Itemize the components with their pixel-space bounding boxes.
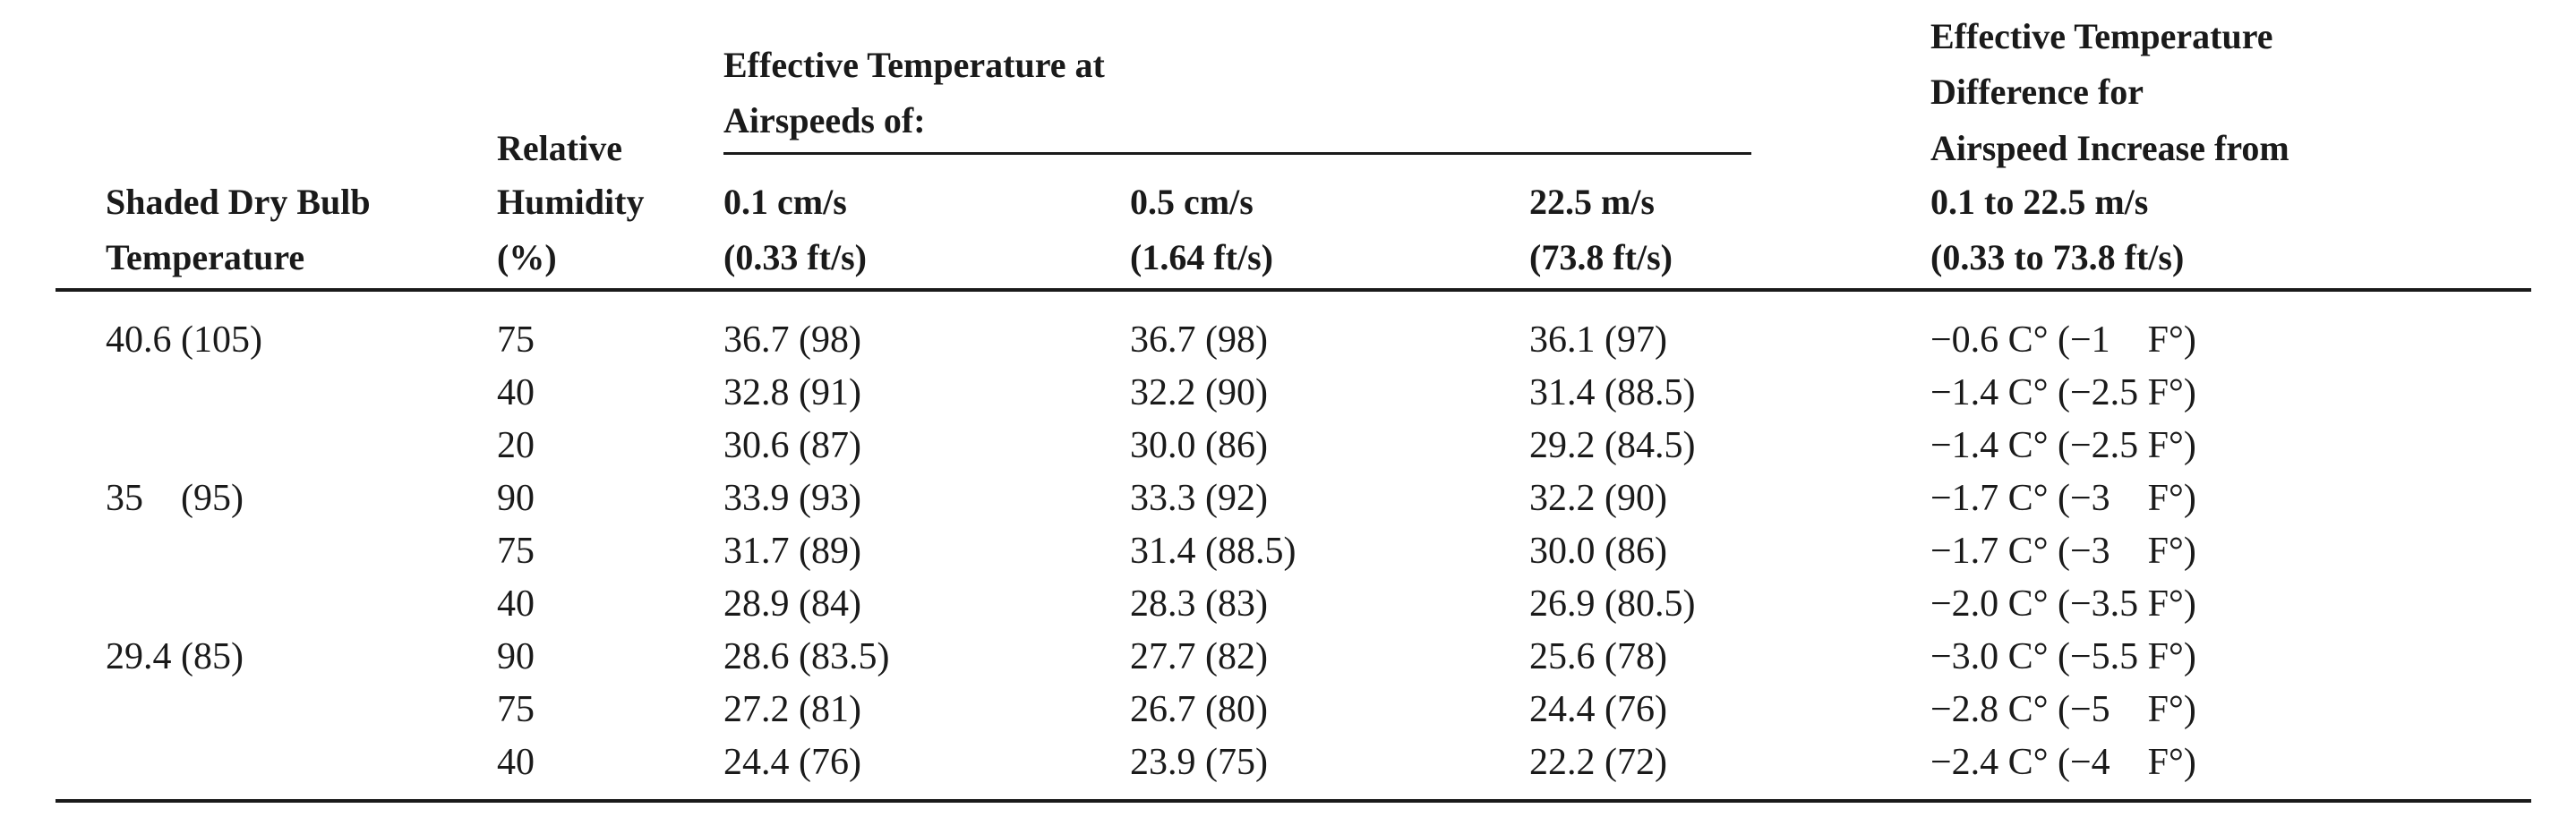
row-4-humidity: 90 (497, 478, 535, 519)
header-bottom-rule (56, 288, 2531, 292)
row-6-speed-3: 26.9 (80.5) (1529, 583, 1696, 625)
row-7-speed-2: 27.7 (82) (1130, 636, 1268, 677)
row-9-speed-1: 24.4 (76) (723, 742, 861, 783)
header-dry-bulb-line-2: Temperature (106, 237, 305, 277)
row-8-speed-2: 26.7 (80) (1130, 689, 1268, 730)
row-3-humidity: 20 (497, 425, 535, 466)
row-2-humidity: 40 (497, 372, 535, 413)
row-9-humidity: 40 (497, 742, 535, 783)
row-6-difference: −2.0 C° (−3.5 F°) (1930, 583, 2196, 625)
row-6-humidity: 40 (497, 583, 535, 625)
row-3-difference: −1.4 C° (−2.5 F°) (1930, 425, 2196, 466)
row-2-speed-3: 31.4 (88.5) (1529, 372, 1696, 413)
header-speed-3-line-1: 22.5 m/s (1529, 182, 1655, 222)
row-9-speed-2: 23.9 (75) (1130, 742, 1268, 783)
header-effective-temp-line-1: Effective Temperature at (723, 45, 1105, 85)
header-difference-line-5: (0.33 to 73.8 ft/s) (1930, 237, 2185, 277)
row-8-speed-3: 24.4 (76) (1529, 689, 1667, 730)
header-speed-3-line-2: (73.8 ft/s) (1529, 237, 1673, 277)
header-speed-2-line-2: (1.64 ft/s) (1130, 237, 1273, 277)
row-1-dry-bulb: 40.6 (105) (106, 319, 262, 361)
row-1-humidity: 75 (497, 319, 535, 361)
row-7-speed-1: 28.6 (83.5) (723, 636, 890, 677)
row-2-speed-2: 32.2 (90) (1130, 372, 1268, 413)
row-6-speed-2: 28.3 (83) (1130, 583, 1268, 625)
row-2-difference: −1.4 C° (−2.5 F°) (1930, 372, 2196, 413)
header-speed-1-line-2: (0.33 ft/s) (723, 237, 867, 277)
row-1-speed-3: 36.1 (97) (1529, 319, 1667, 361)
header-dry-bulb-line-1: Shaded Dry Bulb (106, 182, 371, 222)
row-3-speed-2: 30.0 (86) (1130, 425, 1268, 466)
row-9-difference: −2.4 C° (−4 F°) (1930, 742, 2196, 783)
row-4-speed-3: 32.2 (90) (1529, 478, 1667, 519)
row-5-speed-3: 30.0 (86) (1529, 531, 1667, 572)
row-9-speed-3: 22.2 (72) (1529, 742, 1667, 783)
header-difference-line-1: Effective Temperature (1930, 16, 2273, 56)
header-difference-line-2: Difference for (1930, 72, 2144, 112)
header-speed-1-line-1: 0.1 cm/s (723, 182, 847, 222)
row-5-speed-2: 31.4 (88.5) (1130, 531, 1297, 572)
header-difference-line-4: 0.1 to 22.5 m/s (1930, 182, 2149, 222)
row-2-speed-1: 32.8 (91) (723, 372, 861, 413)
row-5-speed-1: 31.7 (89) (723, 531, 861, 572)
row-7-speed-3: 25.6 (78) (1529, 636, 1667, 677)
row-4-speed-1: 33.9 (93) (723, 478, 861, 519)
row-4-dry-bulb: 35 (95) (106, 478, 244, 519)
row-3-speed-3: 29.2 (84.5) (1529, 425, 1696, 466)
row-1-speed-1: 36.7 (98) (723, 319, 861, 361)
row-6-speed-1: 28.9 (84) (723, 583, 861, 625)
header-humidity-line-3: (%) (497, 237, 557, 277)
row-4-difference: −1.7 C° (−3 F°) (1930, 478, 2196, 519)
header-effective-temp-line-2: Airspeeds of: (723, 100, 926, 140)
row-5-humidity: 75 (497, 531, 535, 572)
row-1-speed-2: 36.7 (98) (1130, 319, 1268, 361)
header-speed-2-line-1: 0.5 cm/s (1130, 182, 1254, 222)
row-1-difference: −0.6 C° (−1 F°) (1930, 319, 2196, 361)
row-3-speed-1: 30.6 (87) (723, 425, 861, 466)
row-8-speed-1: 27.2 (81) (723, 689, 861, 730)
row-7-difference: −3.0 C° (−5.5 F°) (1930, 636, 2196, 677)
row-7-dry-bulb: 29.4 (85) (106, 636, 244, 677)
row-8-difference: −2.8 C° (−5 F°) (1930, 689, 2196, 730)
header-difference-line-3: Airspeed Increase from (1930, 128, 2289, 168)
table-bottom-rule (56, 799, 2531, 803)
row-5-difference: −1.7 C° (−3 F°) (1930, 531, 2196, 572)
header-humidity-line-1: Relative (497, 128, 622, 168)
row-7-humidity: 90 (497, 636, 535, 677)
header-humidity-line-2: Humidity (497, 182, 645, 222)
row-4-speed-2: 33.3 (92) (1130, 478, 1268, 519)
row-8-humidity: 75 (497, 689, 535, 730)
header-group-rule (723, 152, 1751, 155)
